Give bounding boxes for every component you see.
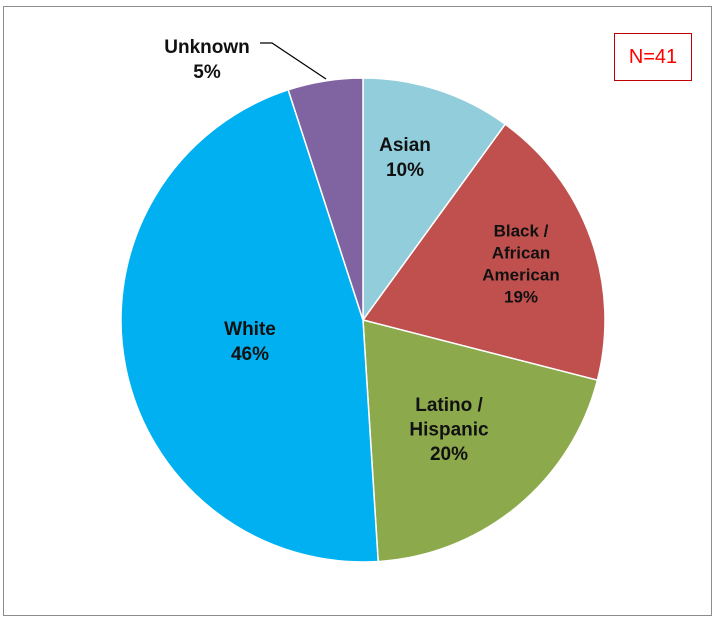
- pie-slice-white: [120, 88, 379, 563]
- slice-value-label: 20%: [430, 444, 468, 465]
- slice-category-label: Black /: [494, 221, 549, 240]
- slice-category-label: White: [224, 319, 276, 340]
- slice-category-label: Unknown: [164, 37, 250, 58]
- pie-slice-unknown: [287, 77, 364, 321]
- pie-slice-latino-hispanic: [362, 319, 599, 563]
- slice-category-label: Hispanic: [409, 420, 489, 441]
- pie-slice-black-african-american: [361, 123, 606, 382]
- slice-value-label: 10%: [386, 160, 424, 181]
- sample-size-annotation: N=41: [614, 33, 692, 81]
- slice-label-unknown: Unknown 5%: [164, 37, 250, 83]
- slice-category-label: African: [492, 243, 551, 262]
- slice-category-label: American: [482, 266, 559, 285]
- slice-value-label: 19%: [504, 288, 538, 307]
- slice-label-white: White 46%: [224, 319, 276, 365]
- slice-value-label: 46%: [231, 344, 269, 365]
- pie-slice-asian: [362, 77, 507, 323]
- slice-label-latino-hispanic: Latino / Hispanic 20%: [409, 395, 489, 465]
- slice-category-label: Latino /: [415, 395, 483, 416]
- slice-label-black-african-american: Black / African American 19%: [482, 221, 559, 306]
- slice-category-label: Asian: [379, 135, 431, 156]
- unknown-leader-line: [260, 42, 327, 80]
- slice-label-asian: Asian 10%: [379, 135, 431, 181]
- slice-value-label: 5%: [193, 62, 221, 83]
